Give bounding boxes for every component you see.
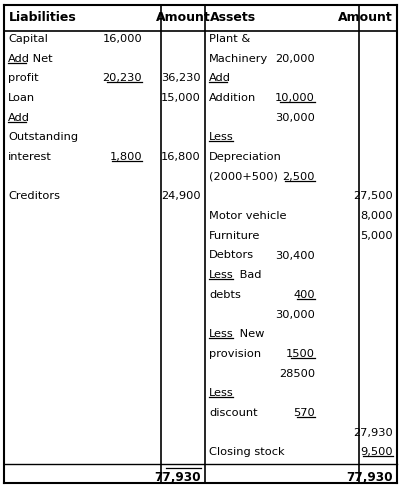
Text: 16,000: 16,000 — [102, 34, 142, 44]
Text: Outstanding: Outstanding — [8, 132, 78, 142]
Text: 15,000: 15,000 — [161, 93, 201, 103]
Text: Amount: Amount — [338, 11, 393, 24]
Text: Motor vehicle: Motor vehicle — [209, 211, 286, 221]
Text: Add: Add — [8, 54, 30, 63]
Text: Bad: Bad — [236, 270, 261, 280]
Text: Less: Less — [209, 387, 234, 397]
Text: 8,000: 8,000 — [360, 211, 393, 221]
Text: profit: profit — [8, 73, 38, 83]
Text: 77,930: 77,930 — [346, 470, 393, 483]
Text: 27,930: 27,930 — [353, 427, 393, 437]
Text: 5,000: 5,000 — [360, 230, 393, 240]
Text: 36,230: 36,230 — [161, 73, 201, 83]
Text: Assets: Assets — [210, 11, 256, 24]
Text: Less: Less — [209, 132, 234, 142]
Text: discount: discount — [209, 407, 257, 417]
Text: 30,000: 30,000 — [275, 113, 315, 122]
Text: Amount: Amount — [156, 11, 211, 24]
Text: (2000+500): (2000+500) — [209, 171, 278, 182]
Text: 2,500: 2,500 — [282, 171, 315, 182]
Text: 1500: 1500 — [286, 348, 315, 358]
Text: Depreciation: Depreciation — [209, 152, 282, 162]
Text: Furniture: Furniture — [209, 230, 260, 240]
Text: 20,000: 20,000 — [275, 54, 315, 63]
Text: debts: debts — [209, 289, 241, 299]
Text: Less: Less — [209, 270, 234, 280]
Text: 570: 570 — [293, 407, 315, 417]
Text: 9,500: 9,500 — [360, 447, 393, 456]
Text: Less: Less — [209, 328, 234, 339]
Text: 20,230: 20,230 — [102, 73, 142, 83]
Text: Debtors: Debtors — [209, 250, 254, 260]
Text: 27,500: 27,500 — [353, 191, 393, 201]
Text: 400: 400 — [294, 289, 315, 299]
Text: Plant &: Plant & — [209, 34, 250, 44]
Text: 1,800: 1,800 — [109, 152, 142, 162]
Text: 24,900: 24,900 — [161, 191, 201, 201]
Text: New: New — [236, 328, 264, 339]
Text: 77,930: 77,930 — [154, 470, 201, 483]
Text: Closing stock: Closing stock — [209, 447, 285, 456]
Text: Machinery: Machinery — [209, 54, 268, 63]
Text: Net: Net — [29, 54, 53, 63]
Text: Creditors: Creditors — [8, 191, 60, 201]
Text: provision: provision — [209, 348, 261, 358]
Text: Add: Add — [209, 73, 231, 83]
Text: Capital: Capital — [8, 34, 48, 44]
Text: Add: Add — [8, 113, 30, 122]
Text: Liabilities: Liabilities — [9, 11, 77, 24]
Text: Addition: Addition — [209, 93, 256, 103]
Text: 30,400: 30,400 — [275, 250, 315, 260]
Text: 16,800: 16,800 — [161, 152, 201, 162]
Text: Loan: Loan — [8, 93, 35, 103]
Text: 10,000: 10,000 — [275, 93, 315, 103]
Text: 30,000: 30,000 — [275, 309, 315, 319]
Text: interest: interest — [8, 152, 52, 162]
Text: 28500: 28500 — [279, 368, 315, 378]
